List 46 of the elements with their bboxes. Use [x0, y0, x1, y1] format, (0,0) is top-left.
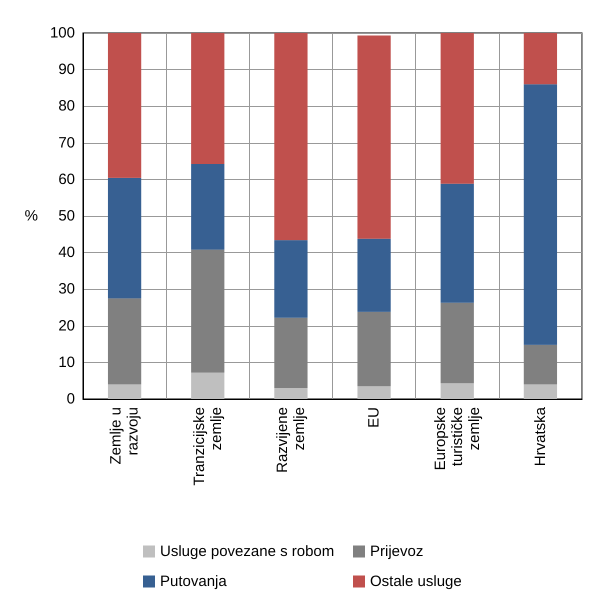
bar [357, 238, 391, 312]
y-tick-label: 40 [58, 244, 75, 262]
bar [524, 344, 558, 384]
bar [108, 33, 142, 178]
bar [440, 383, 474, 399]
bar [108, 384, 142, 399]
bar [274, 33, 308, 240]
y-tick-label: 30 [58, 280, 75, 298]
x-tick-label: Razvijene zemlje [274, 407, 308, 473]
y-tick-label: 50 [58, 208, 75, 224]
bar [357, 36, 391, 239]
y-tick-label: 0 [66, 390, 75, 408]
bar [191, 164, 224, 250]
y-tick-label: 90 [58, 61, 75, 78]
x-tick-label: Tranzicijske zemlje [190, 407, 225, 486]
legend-label: Ostale usluge [370, 573, 462, 590]
bar [274, 240, 308, 318]
legend-label: Putovanja [160, 573, 228, 590]
x-tick-label: EU [366, 407, 383, 428]
bar [440, 302, 474, 384]
x-tick-label: Hrvatska [532, 406, 549, 466]
bar [440, 33, 474, 184]
legend-label: Usluge povezane s robom [160, 543, 334, 560]
bar [108, 298, 142, 384]
x-tick-label: Europske turističke zemlje [432, 407, 483, 470]
bar [191, 250, 224, 373]
y-tick-label: 20 [58, 317, 75, 334]
y-tick-label: 10 [58, 354, 75, 371]
y-tick-label: 100 [50, 24, 75, 42]
y-tick-label: 70 [58, 134, 75, 152]
y-axis-title: % [24, 208, 38, 224]
x-tick-label: Zemlje u razvoju [108, 407, 142, 465]
bar [274, 318, 308, 388]
bar [191, 33, 224, 164]
bar [108, 178, 142, 298]
bar [191, 372, 224, 399]
bar [440, 184, 474, 303]
bar [524, 84, 558, 345]
bar [524, 33, 558, 84]
bar [524, 384, 558, 399]
legend-label: Prijevoz [370, 543, 424, 560]
bar [357, 312, 391, 386]
y-tick-label: 60 [58, 170, 75, 188]
bar [357, 386, 391, 399]
y-tick-label: 80 [58, 98, 75, 115]
bar [274, 388, 308, 399]
